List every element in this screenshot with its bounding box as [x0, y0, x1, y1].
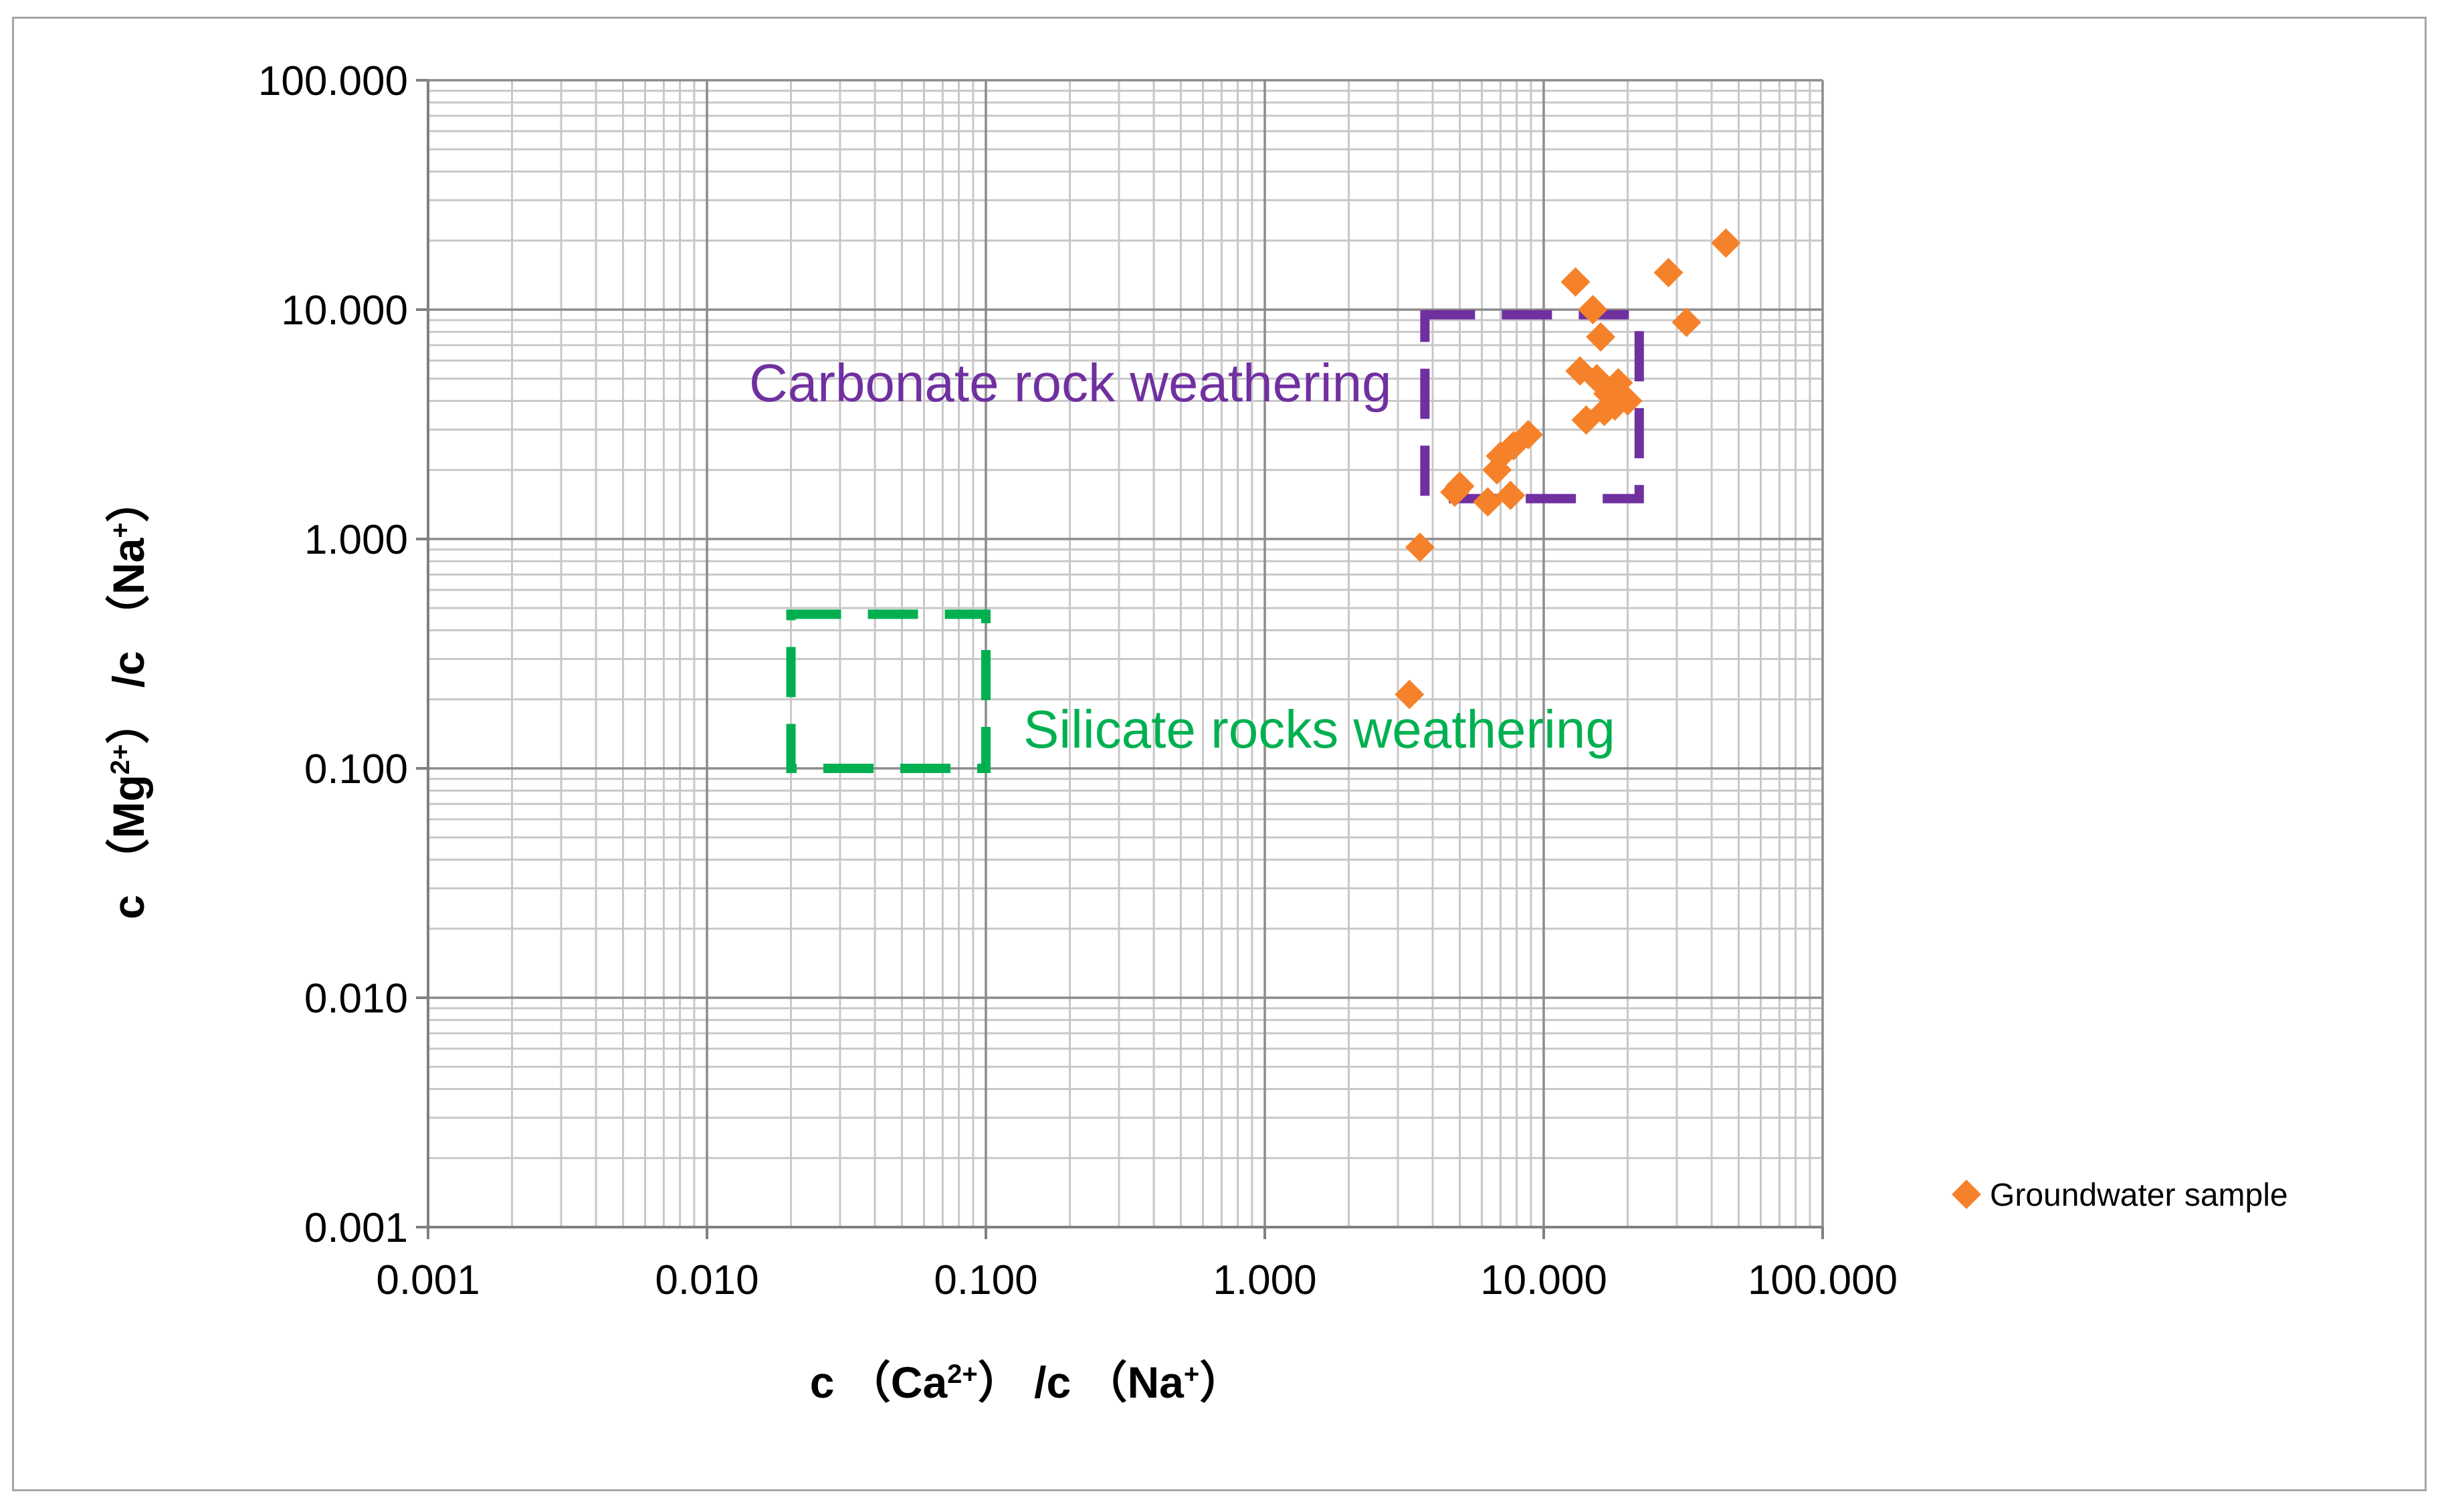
data-point: [1560, 267, 1591, 297]
y-axis-label-sup2: +: [106, 522, 135, 538]
legend-marker: [1952, 1180, 1981, 1209]
data-point: [1395, 679, 1425, 710]
carbonate-label: Carbonate rock weathering: [749, 353, 1392, 413]
x-axis-label: c （Ca2+） /c （Na+）: [810, 1358, 1243, 1407]
y-axis-label-end: ）: [104, 478, 153, 522]
y-axis-label-suffix: ） /c （Na: [104, 537, 153, 744]
y-tick-labels: 0.001 0.010 0.100 1.000 10.000 100.000: [258, 58, 408, 1251]
x-axis-label-suffix: ） /c （Na: [978, 1358, 1185, 1407]
legend: Groundwater sample: [1952, 1178, 2288, 1213]
data-point: [1473, 487, 1503, 517]
y-tick-label: 0.010: [304, 976, 408, 1022]
data-point: [1578, 295, 1608, 324]
y-tick-label: 10.000: [281, 288, 408, 334]
y-tick-label: 0.001: [304, 1205, 408, 1251]
carbonate-box: [1420, 310, 1644, 504]
data-point: [1496, 480, 1526, 510]
y-axis-label-sup: 2+: [106, 744, 135, 775]
x-tick-label: 0.100: [934, 1257, 1037, 1303]
silicate-box: [786, 609, 991, 774]
x-tick-label: 0.010: [655, 1257, 758, 1303]
y-axis-label-prefix: c （Mg: [104, 774, 153, 919]
annotation-texts: Carbonate rock weathering Silicate rocks …: [749, 353, 1615, 759]
grid-major: [427, 79, 1824, 1228]
y-tick-label: 0.100: [304, 746, 408, 792]
x-axis-label-sup: 2+: [947, 1360, 978, 1389]
data-point: [1445, 471, 1475, 501]
annotation-boxes: [786, 310, 1644, 774]
data-point: [1513, 419, 1543, 449]
grid-minor: [428, 80, 1823, 1227]
legend-label: Groundwater sample: [1990, 1178, 2288, 1213]
data-point: [1653, 257, 1684, 288]
x-tick-label: 0.001: [376, 1257, 480, 1303]
data-point: [1671, 308, 1702, 338]
data-point: [1711, 228, 1741, 258]
x-tick-label: 1.000: [1213, 1257, 1316, 1303]
chart-area: [12, 17, 2427, 1491]
x-tick-labels: 0.001 0.010 0.100 1.000 10.000 100.000: [376, 1257, 1898, 1303]
data-point: [1613, 386, 1643, 416]
y-tick-label: 100.000: [258, 58, 408, 104]
data-point: [1405, 532, 1435, 562]
data-points: [1395, 228, 1741, 710]
silicate-label: Silicate rocks weathering: [1023, 699, 1615, 759]
x-axis-label-end: ）: [1199, 1358, 1243, 1407]
x-axis-label-prefix: c （Ca: [810, 1358, 948, 1407]
y-tick-label: 1.000: [304, 517, 408, 563]
y-axis-label: c （Mg2+） /c （Na+）: [104, 478, 153, 919]
x-tick-label: 100.000: [1748, 1257, 1898, 1303]
data-point: [1586, 322, 1616, 352]
x-axis-label-sup2: +: [1184, 1360, 1199, 1389]
x-tick-label: 10.000: [1480, 1257, 1607, 1303]
axes: [416, 79, 1824, 1239]
